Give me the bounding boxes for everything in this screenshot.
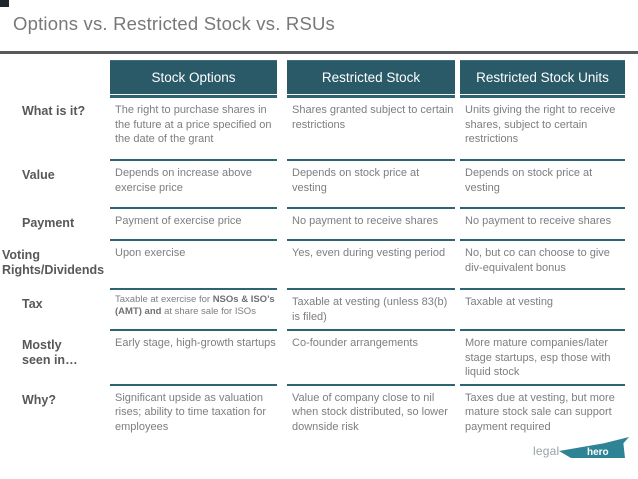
table-cell: Early stage, high-growth startups [110,329,277,384]
table-cell: Yes, even during vesting period [287,239,455,288]
logo-banner [559,440,626,458]
tax-text-bold: NSOs & ISO’s (AMT) and [115,294,275,317]
column-header-stock-options: Stock Options [110,60,277,94]
column-header-restricted-stock: Restricted Stock [287,60,455,94]
table-cell: Depends on stock price at vesting [287,159,455,207]
table-cell: Taxable at exercise for NSOs & ISO’s (AM… [110,288,277,329]
logo-text-legal: legal [533,444,560,458]
tax-text-regular: Taxable at exercise for [115,294,213,305]
table-cell: No payment to receive shares [460,207,625,239]
row-label-why: Why? [22,392,57,407]
table-cell: Depends on increase above exercise price [110,159,277,207]
table-cell: Significant upside as valuation rises; a… [110,383,277,439]
header-spacer [0,60,110,94]
table-cell: Taxable at vesting [460,288,625,329]
row-label-tax: Tax [22,297,43,311]
table-row-what-is-it: What is it? The right to purchase shares… [0,95,625,159]
tax-text-regular: at share sale for ISOs [161,305,256,317]
table-cell: No payment to receive shares [287,207,455,239]
comparison-table: What is it? The right to purchase shares… [0,95,625,438]
table-row-payment: Payment Payment of exercise price No pay… [0,207,625,239]
table-header-row: Stock Options Restricted Stock Restricte… [0,60,625,94]
table-cell: Shares granted subject to certain restri… [287,95,455,159]
table-cell: Upon exercise [110,239,277,288]
corner-mark [0,0,9,7]
table-row-voting-rights: Voting Rights/Dividends Upon exercise Ye… [0,239,625,288]
page-title: Options vs. Restricted Stock vs. RSUs [13,13,335,34]
table-cell: Units giving the right to receive shares… [460,95,625,159]
row-label-voting-rights: Voting Rights/Dividends [2,248,105,277]
table-cell: No, but co can choose to give div-equiva… [460,239,625,288]
row-label-payment: Payment [22,216,75,230]
table-row-tax: Tax Taxable at exercise for NSOs & ISO’s… [0,288,625,329]
table-cell: Taxable at vesting (unless 83(b) is file… [287,288,455,329]
table-row-value: Value Depends on increase above exercise… [0,159,625,207]
table-cell: Value of company close to nil when stock… [287,383,455,439]
row-label-mostly-seen-in: Mostly seen in… [22,338,78,367]
row-label-value: Value [22,168,55,182]
table-cell: Depends on stock price at vesting [460,159,625,207]
table-cell: The right to purchase shares in the futu… [110,95,277,159]
row-label-what-is-it: What is it? [22,104,86,118]
legalhero-logo: legal hero [533,437,630,461]
table-cell: More mature companies/later stage startu… [460,329,625,384]
table-cell: Taxes due at vesting, but more mature st… [460,383,625,439]
title-divider [0,51,638,54]
column-header-rsu: Restricted Stock Units [460,60,625,94]
table-row-why: Why? Significant upside as valuation ris… [0,383,625,439]
table-cell: Payment of exercise price [110,207,277,239]
table-cell: Co-founder arrangements [287,329,455,384]
table-row-mostly-seen-in: Mostly seen in… Early stage, high-growth… [0,329,625,384]
logo-text-hero: hero [587,447,609,458]
logo-swoosh-icon: hero [559,437,630,458]
